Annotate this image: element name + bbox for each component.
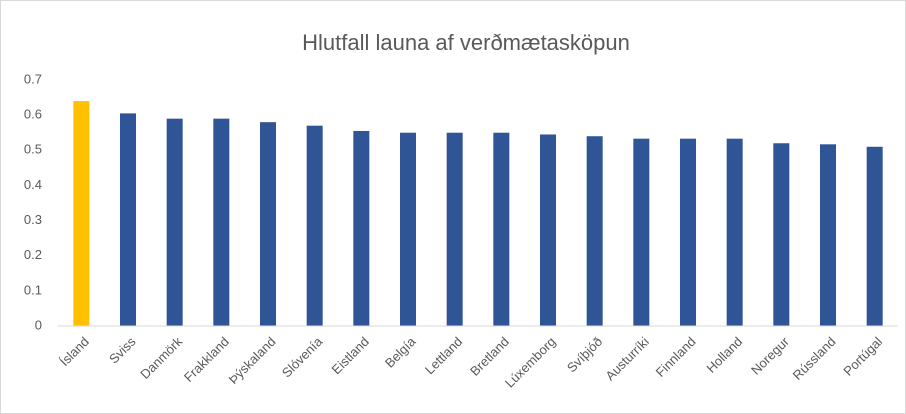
y-tick-label: 0.4 <box>24 177 42 192</box>
bar <box>540 134 556 326</box>
bar <box>166 118 183 327</box>
bar <box>73 101 90 326</box>
bar <box>260 122 276 327</box>
bar <box>773 143 790 326</box>
bar <box>726 138 743 326</box>
bar <box>400 132 416 326</box>
bar <box>446 132 463 326</box>
bar <box>680 138 696 326</box>
bar <box>213 118 230 327</box>
y-tick-label: 0.6 <box>24 107 42 122</box>
bar <box>353 130 370 326</box>
bar <box>866 146 883 326</box>
bar <box>633 138 650 326</box>
y-tick-label: 0.5 <box>24 142 42 157</box>
bar <box>306 125 323 326</box>
y-tick-label: 0.1 <box>24 282 42 297</box>
chart-title: Hlutfall launa af verðmætasköpun <box>302 30 630 55</box>
y-tick-label: 0 <box>35 317 42 332</box>
bar <box>120 113 136 326</box>
bar <box>586 136 603 326</box>
y-tick-label: 0.2 <box>24 247 42 262</box>
y-tick-label: 0.7 <box>24 71 42 86</box>
bar <box>493 132 510 326</box>
bar <box>820 144 836 326</box>
y-tick-label: 0.3 <box>24 212 42 227</box>
